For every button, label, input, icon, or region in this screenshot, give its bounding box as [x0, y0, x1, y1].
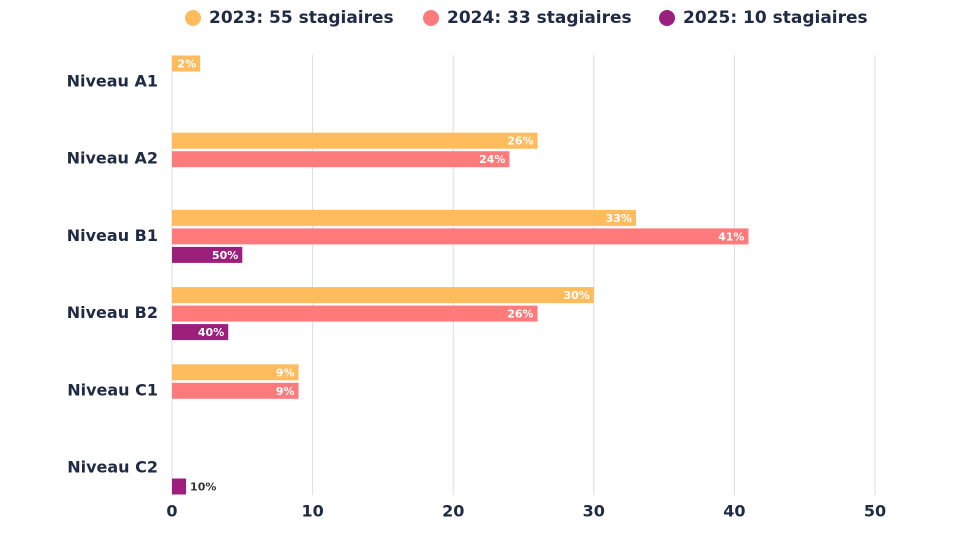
y-tick-label: Niveau B2 — [67, 303, 158, 322]
legend-marker — [185, 10, 201, 26]
value-label: 33% — [606, 212, 632, 225]
bar — [172, 228, 749, 245]
bar — [172, 246, 243, 263]
value-label: 2% — [177, 58, 196, 71]
bar — [172, 324, 229, 341]
bar — [172, 382, 299, 399]
legend-label: 2025: 10 stagiaires — [683, 8, 868, 28]
x-tick-label: 30 — [583, 502, 605, 521]
bar — [172, 478, 187, 495]
value-label: 40% — [198, 326, 224, 339]
bar — [172, 364, 299, 381]
value-label: 9% — [276, 366, 295, 379]
value-label: 9% — [276, 385, 295, 398]
bar — [172, 55, 201, 72]
y-tick-label: Niveau C2 — [67, 458, 158, 477]
y-tick-label: Niveau B1 — [67, 226, 158, 245]
value-label: 41% — [718, 230, 744, 243]
legend-label: 2024: 33 stagiaires — [447, 8, 632, 28]
x-tick-label: 0 — [166, 502, 177, 521]
bar — [172, 209, 636, 226]
value-label: 24% — [479, 153, 505, 166]
bar — [172, 151, 510, 168]
bar — [172, 287, 594, 304]
x-tick-label: 40 — [723, 502, 745, 521]
x-tick-label: 50 — [864, 502, 886, 521]
y-tick-label: Niveau A2 — [67, 149, 158, 168]
x-tick-label: 20 — [442, 502, 464, 521]
legend-label: 2023: 55 stagiaires — [209, 8, 394, 28]
value-label: 26% — [507, 308, 533, 321]
legend-marker — [659, 10, 675, 26]
x-tick-label: 10 — [301, 502, 323, 521]
y-tick-label: Niveau A1 — [67, 72, 158, 91]
value-label: 30% — [563, 289, 589, 302]
value-label: 10% — [190, 481, 216, 494]
legend-marker — [423, 10, 439, 26]
y-tick-label: Niveau C1 — [67, 380, 158, 399]
bar — [172, 132, 538, 149]
value-label: 26% — [507, 135, 533, 148]
bar — [172, 305, 538, 322]
value-label: 50% — [212, 249, 238, 262]
